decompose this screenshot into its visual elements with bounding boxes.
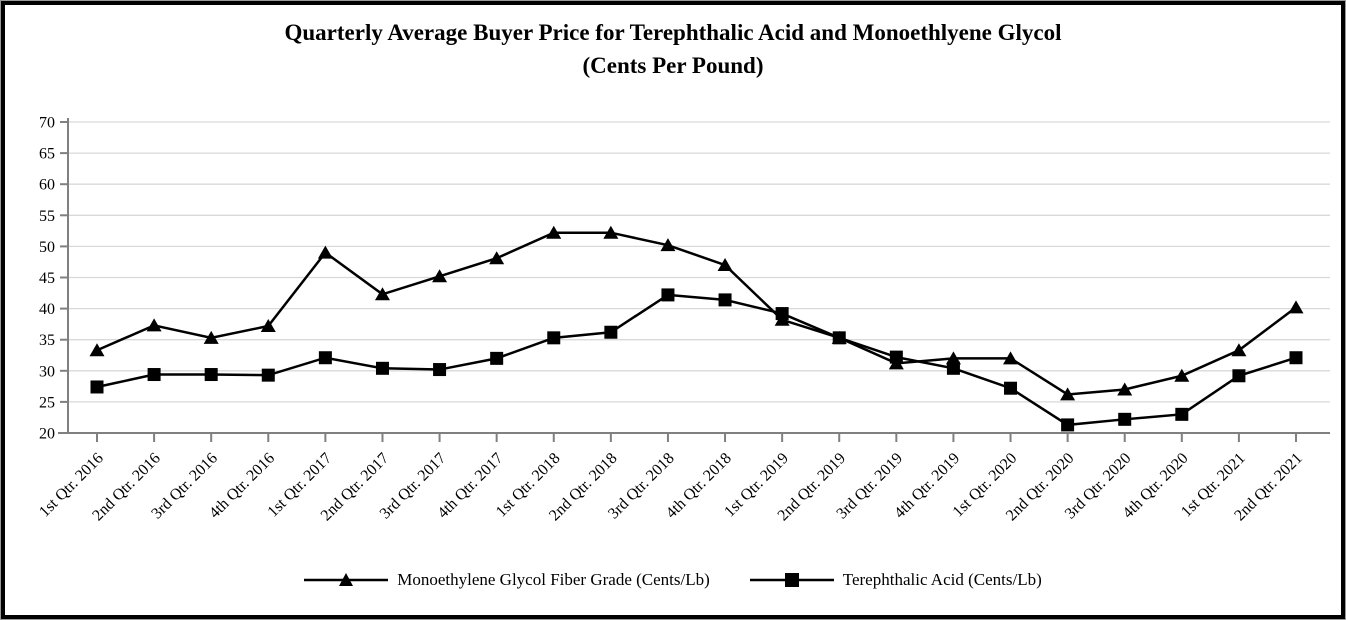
chart-legend: Monoethylene Glycol Fiber Grade (Cents/L… bbox=[0, 570, 1346, 590]
triangle-data-marker bbox=[603, 225, 619, 239]
triangle-data-marker bbox=[260, 319, 276, 333]
square-data-marker bbox=[946, 361, 960, 375]
y-axis-label: 30 bbox=[39, 363, 55, 380]
series-line-terephthalic-acid bbox=[96, 293, 1297, 427]
square-data-marker bbox=[775, 307, 789, 321]
series-line-monoethylene-glycol bbox=[96, 231, 1297, 396]
square-data-marker bbox=[1232, 369, 1246, 383]
triangle-data-marker bbox=[317, 245, 333, 259]
triangle-data-marker bbox=[660, 238, 676, 252]
square-data-marker bbox=[433, 363, 447, 377]
y-axis-label: 60 bbox=[39, 177, 55, 194]
square-data-marker bbox=[889, 350, 903, 364]
triangle-data-marker bbox=[1174, 368, 1190, 382]
triangle-data-marker bbox=[432, 269, 448, 283]
y-axis-label: 45 bbox=[39, 270, 55, 287]
triangle-data-marker bbox=[374, 287, 390, 301]
triangle-data-marker bbox=[1003, 351, 1019, 365]
legend-label-monoethylene-glycol: Monoethylene Glycol Fiber Grade (Cents/L… bbox=[397, 570, 710, 589]
square-data-marker bbox=[1061, 418, 1075, 432]
triangle-data-marker bbox=[1231, 343, 1247, 357]
triangle-data-marker bbox=[203, 330, 219, 344]
square-series-marker-icon bbox=[749, 573, 834, 587]
triangle-data-marker bbox=[717, 258, 733, 272]
triangle-data-marker bbox=[1117, 382, 1133, 396]
square-data-marker bbox=[604, 325, 618, 339]
y-axis-label: 40 bbox=[39, 301, 55, 318]
triangle-series-marker-icon bbox=[304, 573, 389, 586]
y-axis-label: 20 bbox=[39, 426, 55, 443]
square-data-marker bbox=[204, 368, 218, 382]
chart-title-line1: Quarterly Average Buyer Price for Tereph… bbox=[284, 20, 1062, 45]
chart-title: Quarterly Average Buyer Price for Tereph… bbox=[0, 16, 1346, 82]
triangle-data-marker bbox=[945, 351, 961, 365]
triangle-data-marker bbox=[89, 343, 105, 357]
legend-label-terephthalic-acid: Terephthalic Acid (Cents/Lb) bbox=[842, 570, 1042, 589]
square-data-marker bbox=[90, 380, 104, 394]
square-data-marker bbox=[1004, 381, 1018, 395]
y-axis-label: 35 bbox=[39, 332, 55, 349]
square-data-marker bbox=[261, 368, 275, 382]
square-data-marker bbox=[1289, 351, 1303, 365]
triangle-data-marker bbox=[1060, 387, 1076, 401]
y-axis-label: 25 bbox=[39, 394, 55, 411]
y-axis-label: 70 bbox=[39, 115, 55, 132]
square-data-marker bbox=[318, 351, 332, 365]
square-data-marker bbox=[490, 351, 504, 365]
square-data-marker bbox=[547, 331, 561, 345]
y-axis-label: 65 bbox=[39, 146, 55, 163]
y-axis-label: 50 bbox=[39, 239, 55, 256]
y-axis-label: 55 bbox=[39, 208, 55, 225]
square-data-marker bbox=[832, 331, 846, 345]
chart-title-line2: (Cents Per Pound) bbox=[582, 53, 764, 78]
square-data-marker bbox=[147, 368, 161, 382]
square-data-marker bbox=[1175, 407, 1189, 421]
triangle-data-marker bbox=[146, 318, 162, 332]
square-data-marker bbox=[375, 361, 389, 375]
legend-item-monoethylene-glycol: Monoethylene Glycol Fiber Grade (Cents/L… bbox=[304, 570, 710, 590]
square-data-marker bbox=[661, 288, 675, 302]
square-data-marker bbox=[1118, 412, 1132, 426]
legend-item-terephthalic-acid: Terephthalic Acid (Cents/Lb) bbox=[749, 570, 1042, 590]
square-data-marker bbox=[718, 293, 732, 307]
triangle-data-marker bbox=[1288, 300, 1304, 314]
triangle-data-marker bbox=[489, 251, 505, 265]
triangle-data-marker bbox=[546, 225, 562, 239]
